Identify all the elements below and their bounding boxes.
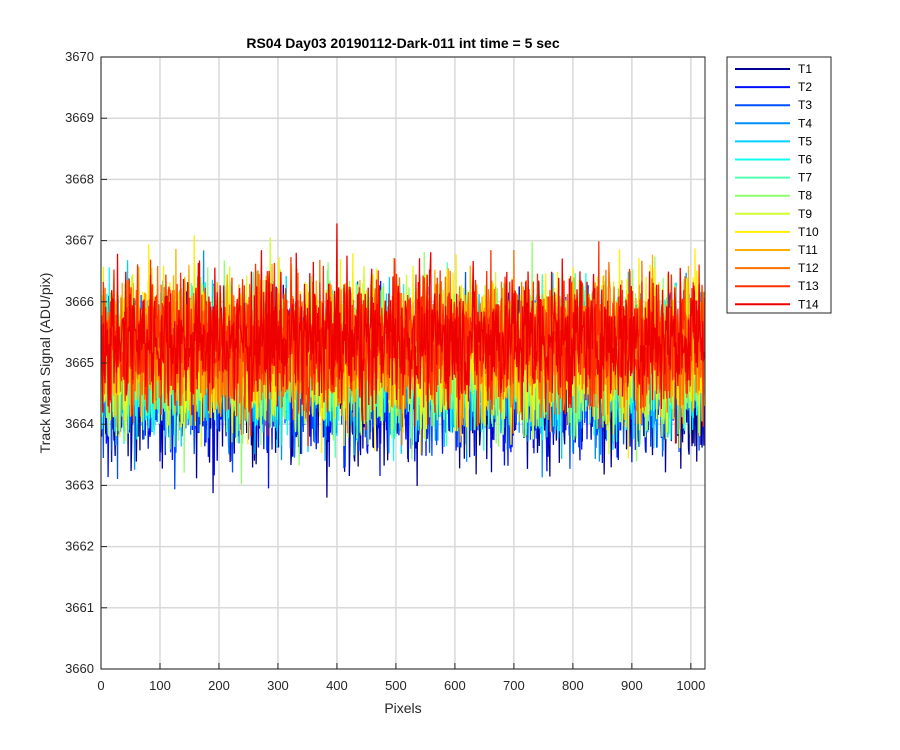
x-axis-label: Pixels	[384, 700, 421, 716]
x-tick-label: 100	[149, 678, 171, 693]
y-tick-label: 3662	[65, 539, 94, 554]
y-tick-label: 3665	[65, 355, 94, 370]
legend-box	[726, 56, 832, 314]
legend-label-t12: T12	[798, 261, 819, 275]
y-tick-label: 3670	[65, 49, 94, 64]
series-line-t14	[101, 223, 705, 444]
x-tick-label: 0	[97, 678, 104, 693]
legend-label-t4: T4	[798, 116, 812, 130]
y-tick-label: 3660	[65, 661, 94, 676]
chart-title: RS04 Day03 20190112-Dark-011 int time = …	[246, 35, 559, 51]
legend-label-t5: T5	[798, 134, 812, 148]
legend-label-t9: T9	[798, 207, 812, 221]
legend-label-t6: T6	[798, 153, 812, 167]
x-tick-label: 200	[208, 678, 230, 693]
y-tick-label: 3663	[65, 477, 94, 492]
legend-label-t14: T14	[798, 297, 819, 311]
x-tick-label: 900	[621, 678, 643, 693]
y-tick-label: 3664	[65, 416, 94, 431]
legend-label-t13: T13	[798, 279, 819, 293]
legend-label-t7: T7	[798, 171, 812, 185]
legend-label-t10: T10	[798, 225, 819, 239]
x-tick-label: 400	[326, 678, 348, 693]
x-tick-label: 1000	[676, 678, 705, 693]
series-lines	[101, 223, 705, 498]
legend-label-t1: T1	[798, 62, 812, 76]
legend-label-t11: T11	[798, 243, 818, 257]
x-tick-label: 700	[503, 678, 525, 693]
axis-ticks: 0 100 200 300 400 500 600 700 800 900 1000 3660 3661…	[65, 49, 705, 693]
y-tick-label: 3661	[65, 600, 94, 615]
y-axis-label: Track Mean Signal (ADU/pix)	[37, 273, 53, 454]
y-tick-label: 3669	[65, 110, 94, 125]
y-tick-label: 3667	[65, 233, 94, 248]
legend: T1 T2 T3 T4 T5 T6 T7 T8 T9 T10 T11 T12 T13 T14	[726, 56, 832, 314]
x-tick-label: 500	[385, 678, 407, 693]
x-tick-label: 600	[444, 678, 466, 693]
legend-label-t2: T2	[798, 80, 812, 94]
x-tick-label: 800	[562, 678, 584, 693]
x-tick-label: 300	[267, 678, 289, 693]
legend-label-t3: T3	[798, 98, 812, 112]
y-tick-label: 3666	[65, 294, 94, 309]
legend-label-t8: T8	[798, 189, 812, 203]
y-tick-label: 3668	[65, 171, 94, 186]
